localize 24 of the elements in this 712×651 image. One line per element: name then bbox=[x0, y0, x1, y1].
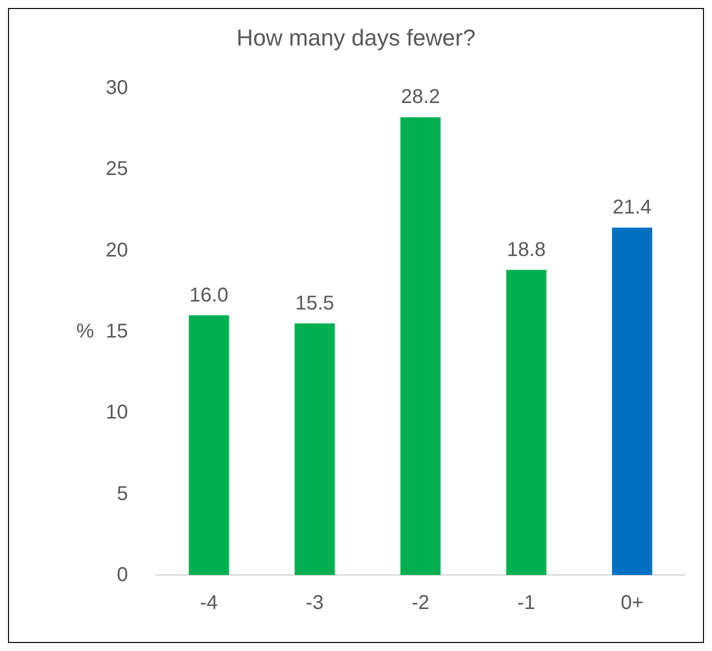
x-tick-label: -2 bbox=[412, 592, 430, 614]
x-tick-label: -1 bbox=[517, 592, 536, 614]
y-tick-label: 20 bbox=[106, 239, 128, 262]
bar bbox=[400, 117, 441, 575]
y-tick-label: 10 bbox=[106, 402, 128, 424]
y-tick-label: 5 bbox=[116, 482, 128, 505]
data-label: 21.4 bbox=[612, 196, 652, 219]
chart-title: How many days fewer? bbox=[236, 24, 476, 50]
y-tick-label: 15 bbox=[106, 320, 128, 342]
data-label: 15.5 bbox=[295, 292, 334, 314]
y-tick-label: 25 bbox=[106, 158, 128, 180]
data-label: 18.8 bbox=[506, 238, 546, 261]
bar bbox=[612, 228, 652, 575]
data-label: 28.2 bbox=[401, 86, 440, 108]
x-tick-label: -4 bbox=[200, 592, 218, 614]
x-tick-label: -3 bbox=[306, 592, 324, 614]
y-tick-label: 0 bbox=[116, 564, 128, 586]
y-axis-title: % bbox=[76, 320, 94, 342]
bar bbox=[294, 323, 335, 575]
bar bbox=[506, 270, 546, 575]
bar bbox=[188, 315, 229, 575]
x-tick-label: 0+ bbox=[620, 592, 644, 614]
y-tick-label: 30 bbox=[106, 77, 128, 99]
data-label: 16.0 bbox=[189, 284, 228, 306]
